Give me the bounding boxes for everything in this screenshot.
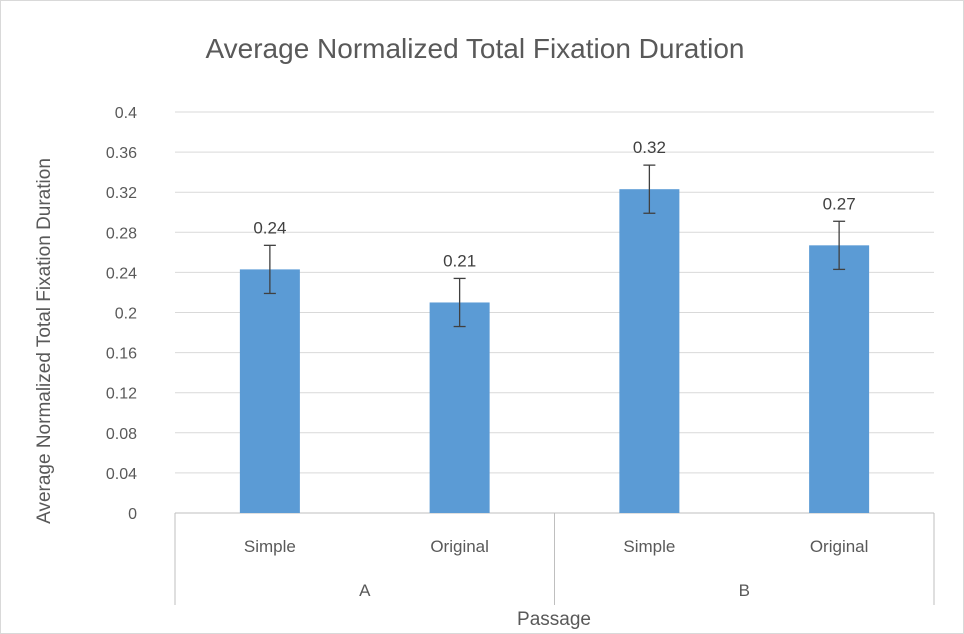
y-axis-title: Average Normalized Total Fixation Durati… <box>34 158 55 524</box>
y-tick-label: 0.12 <box>106 386 137 403</box>
y-tick-label: 0.4 <box>115 105 137 122</box>
y-tick-label: 0 <box>128 506 137 523</box>
x-axis-categories: Simple Original Simple Original A B <box>244 537 869 600</box>
y-tick-label: 0.28 <box>106 225 137 242</box>
y-tick-label: 0.32 <box>106 185 137 202</box>
data-label: 0.24 <box>253 218 286 237</box>
y-tick-label: 0.24 <box>106 265 137 282</box>
bar <box>429 302 490 513</box>
data-label: 0.21 <box>443 251 476 270</box>
group-label: B <box>739 581 750 600</box>
gridlines <box>174 111 935 605</box>
category-label: Simple <box>623 537 675 556</box>
y-tick-label: 0.08 <box>106 426 137 443</box>
category-label: Original <box>810 537 869 556</box>
category-label: Simple <box>244 537 296 556</box>
y-axis-ticks: 0 0.04 0.08 0.12 0.16 0.2 0.24 0.28 0.32 0.36 0.4 <box>106 105 137 523</box>
y-tick-label: 0.36 <box>106 145 137 162</box>
bar <box>809 245 870 513</box>
bar <box>619 189 680 513</box>
y-tick-label: 0.04 <box>106 466 137 483</box>
group-label: A <box>359 581 371 600</box>
x-axis-title: Passage <box>517 609 591 630</box>
chart-title: Average Normalized Total Fixation Durati… <box>205 33 744 64</box>
y-tick-label: 0.2 <box>115 306 137 323</box>
bars <box>239 189 870 513</box>
data-label: 0.27 <box>823 194 856 213</box>
bar <box>239 269 300 513</box>
data-labels: 0.24 0.21 0.32 0.27 <box>253 138 855 270</box>
category-label: Original <box>430 537 489 556</box>
error-bars <box>263 164 846 328</box>
data-label: 0.32 <box>633 138 666 157</box>
y-tick-label: 0.16 <box>106 346 137 363</box>
